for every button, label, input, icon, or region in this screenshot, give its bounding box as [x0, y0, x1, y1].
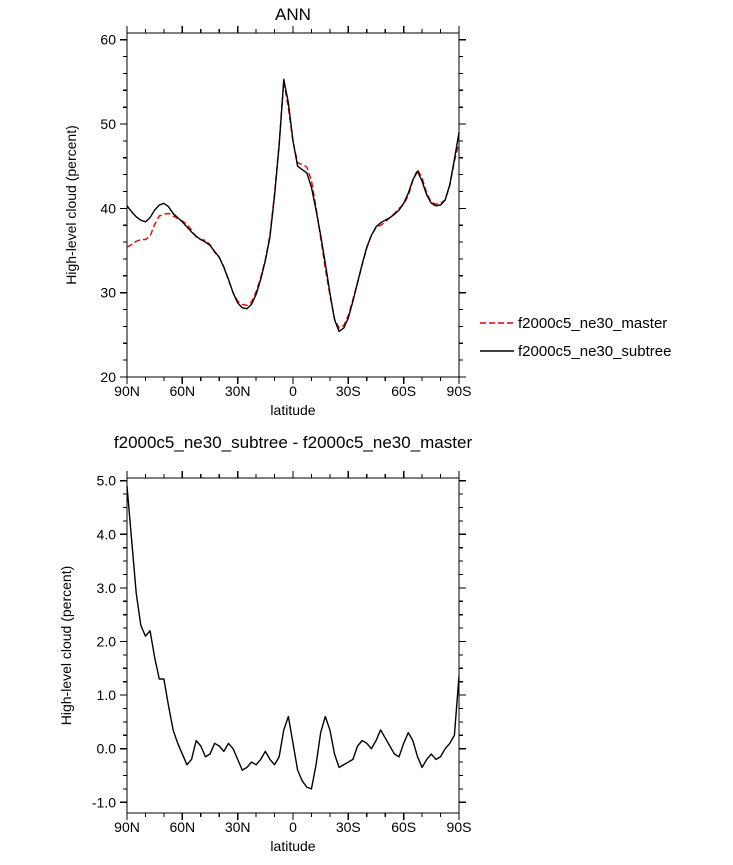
x-tick-label: 60S: [391, 819, 416, 835]
x-tick-label: 60N: [169, 383, 195, 399]
y-tick-label: 3.0: [97, 580, 117, 596]
y-axis-label: High-level cloud (percent): [58, 566, 74, 726]
x-tick-label: 30N: [225, 819, 251, 835]
x-axis-label: latitude: [270, 402, 315, 418]
legend-label: f2000c5_ne30_master: [518, 315, 667, 332]
y-tick-label: 1.0: [97, 687, 117, 703]
y-tick-label: 0.0: [97, 741, 117, 757]
y-tick-label: 5.0: [97, 473, 117, 489]
y-tick-label: 4.0: [97, 526, 117, 542]
axes: [120, 471, 466, 820]
y-tick-label: 40: [100, 200, 116, 216]
x-tick-label: 90N: [114, 819, 140, 835]
y-tick-label: 30: [100, 285, 116, 301]
bottom-chart: 90N 60N 30N 0 30S 60S 90S -1.0 0.0 1.0 2.0 3.0 4.0 5.…: [58, 433, 472, 854]
plot-border: [126, 477, 460, 814]
legend-entry: f2000c5_ne30_master: [480, 315, 667, 332]
data-line-difference: [126, 485, 460, 790]
x-tick-label: 30S: [336, 819, 361, 835]
x-tick-label: 60S: [391, 383, 416, 399]
x-tick-label: 60N: [169, 819, 195, 835]
y-tick-label: 20: [100, 369, 116, 385]
legend-label: f2000c5_ne30_subtree: [518, 343, 671, 360]
y-tick-label: 60: [100, 32, 116, 48]
x-axis-label: latitude: [270, 838, 315, 854]
y-tick-label: 2.0: [97, 633, 117, 649]
x-tick-label: 30S: [336, 383, 361, 399]
plot-border: [126, 32, 460, 378]
data-line-f2000c5_ne30_master: [126, 81, 460, 329]
x-tick-label: 30N: [225, 383, 251, 399]
axes: [120, 26, 466, 384]
x-tick-label: 90S: [447, 383, 472, 399]
x-tick-label: 90S: [447, 819, 472, 835]
x-tick-label: 0: [289, 819, 297, 835]
x-tick-label: 90N: [114, 383, 140, 399]
y-tick-label: 50: [100, 116, 116, 132]
y-tick-label: -1.0: [92, 794, 116, 810]
y-axis-label: High-level cloud (percent): [63, 125, 79, 285]
chart-title: ANN: [275, 5, 311, 24]
chart-title: f2000c5_ne30_subtree - f2000c5_ne30_mast…: [114, 433, 473, 452]
legend-entry: f2000c5_ne30_subtree: [480, 343, 671, 360]
top-chart: 90N 60N 30N 0 30S 60S 90S 20 30 40 50 60 ANN latitude…: [63, 5, 671, 418]
data-line-f2000c5_ne30_subtree: [126, 78, 460, 333]
x-tick-label: 0: [289, 383, 297, 399]
